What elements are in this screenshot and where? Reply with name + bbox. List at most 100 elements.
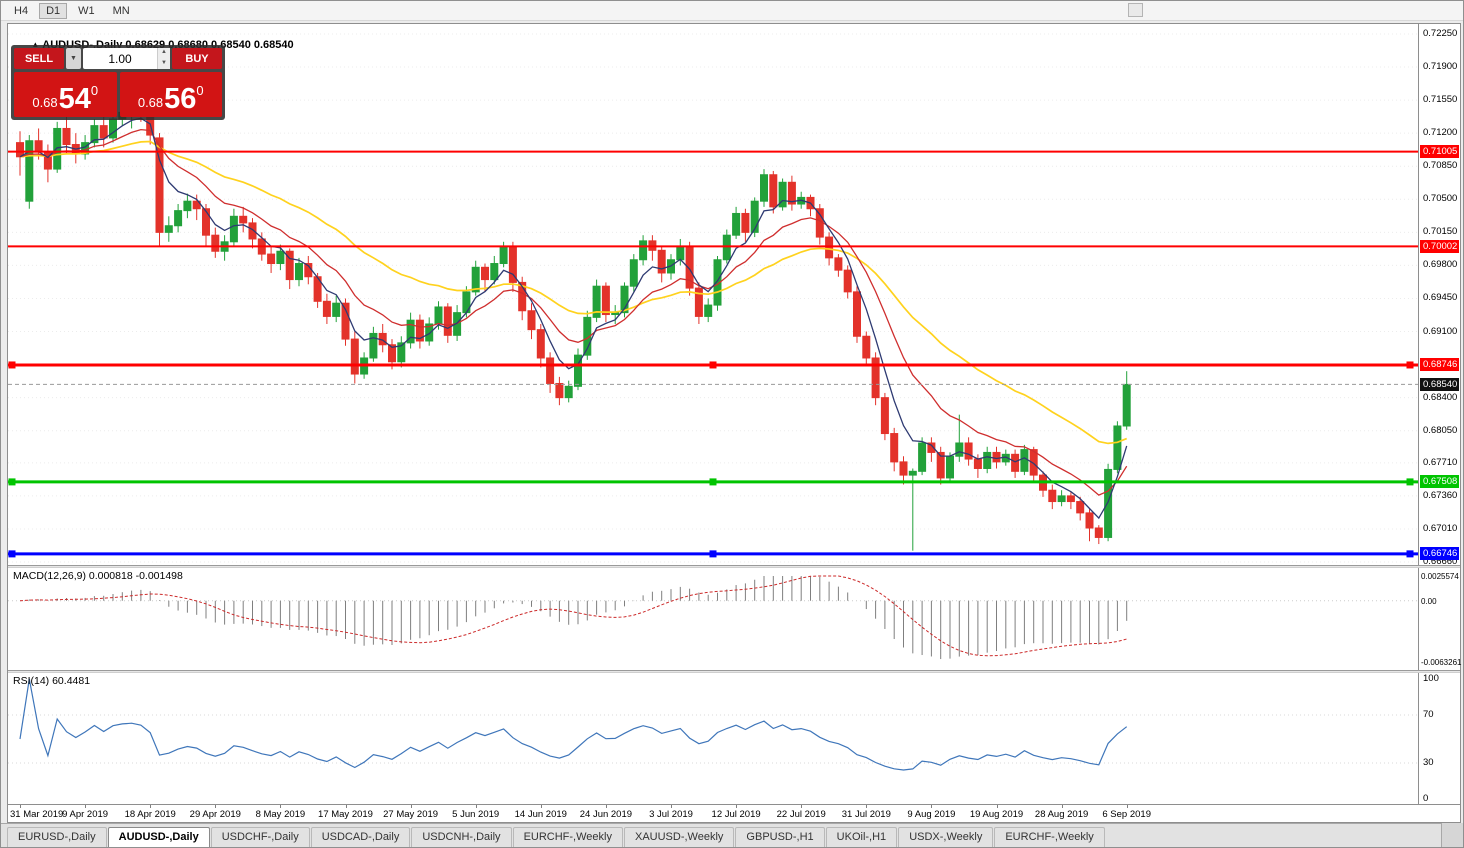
buy-price-sup: 0 bbox=[196, 83, 204, 98]
rsi-scale-label: 100 bbox=[1423, 673, 1439, 684]
candle-body bbox=[890, 433, 899, 463]
chart-tab-eurchf--weekly[interactable]: EURCHF-,Weekly bbox=[512, 827, 623, 847]
hline-handle[interactable] bbox=[709, 478, 717, 486]
hline-handle[interactable] bbox=[709, 361, 717, 369]
timeframe-button-d1[interactable]: D1 bbox=[39, 2, 68, 19]
macd-chart-canvas[interactable] bbox=[8, 568, 1418, 670]
hline-handle[interactable] bbox=[1406, 361, 1414, 369]
candle-body bbox=[722, 234, 731, 261]
rsi-pane: RSI(14) 60.4481 bbox=[8, 673, 1418, 804]
hline-handle[interactable] bbox=[1406, 478, 1414, 486]
sell-price-big: 54 bbox=[58, 83, 91, 115]
chart-tab-xauusd--weekly[interactable]: XAUUSD-,Weekly bbox=[623, 827, 735, 847]
candle-body bbox=[927, 442, 936, 453]
window-control-button[interactable] bbox=[1128, 3, 1143, 17]
candle-body bbox=[499, 246, 508, 265]
candle-body bbox=[239, 215, 248, 224]
time-axis-tick bbox=[345, 805, 347, 808]
candle-body bbox=[164, 225, 173, 233]
timeframe-button-w1[interactable]: W1 bbox=[71, 3, 102, 19]
chart-tab-usdx--weekly[interactable]: USDX-,Weekly bbox=[898, 827, 994, 847]
candle-body bbox=[415, 319, 424, 342]
time-axis-tick bbox=[85, 805, 87, 808]
volume-decrease-button[interactable]: ▼ bbox=[158, 58, 170, 69]
price-scale-label: 0.71550 bbox=[1423, 94, 1458, 106]
rsi-scale-label: 70 bbox=[1423, 709, 1434, 720]
volume-dropdown-button[interactable]: ▼ bbox=[66, 48, 81, 69]
sell-price-button[interactable]: 0.68 54 0 bbox=[14, 72, 117, 117]
date-label: 17 May 2019 bbox=[318, 809, 373, 820]
rsi-chart-canvas[interactable] bbox=[8, 673, 1418, 804]
time-axis-tick bbox=[150, 805, 152, 808]
candle-body bbox=[1020, 449, 1029, 472]
chart-tab-usdcad--daily[interactable]: USDCAD-,Daily bbox=[310, 827, 411, 847]
candle-body bbox=[871, 357, 880, 399]
candle-body bbox=[341, 302, 350, 340]
slow-ma-line bbox=[19, 140, 1128, 445]
rsi-scale-label: 30 bbox=[1423, 757, 1434, 768]
candle-body bbox=[760, 174, 768, 202]
hline-price-badge: 0.68746 bbox=[1420, 358, 1459, 372]
volume-spinner: ▲ ▼ bbox=[157, 48, 170, 69]
candle-body bbox=[443, 306, 452, 336]
pane-splitter[interactable] bbox=[8, 670, 1460, 673]
candle-body bbox=[973, 458, 982, 469]
hline-price-badge: 0.71005 bbox=[1420, 145, 1459, 159]
candle-body bbox=[639, 240, 648, 261]
hline-handle[interactable] bbox=[8, 550, 16, 558]
candle-body bbox=[211, 234, 220, 252]
candle-body bbox=[983, 451, 992, 469]
price-scale-label: 0.69450 bbox=[1423, 292, 1458, 304]
chart-tab-gbpusd--h1[interactable]: GBPUSD-,H1 bbox=[735, 827, 825, 847]
chart-tab-usdcnh--daily[interactable]: USDCNH-,Daily bbox=[411, 827, 512, 847]
timeframe-button-mn[interactable]: MN bbox=[106, 3, 137, 19]
date-label: 28 Aug 2019 bbox=[1034, 809, 1089, 820]
timeframe-button-h4[interactable]: H4 bbox=[7, 3, 35, 19]
candle-body bbox=[25, 140, 34, 202]
date-label: 9 Aug 2019 bbox=[907, 809, 956, 820]
rsi-indicator-label: RSI(14) 60.4481 bbox=[13, 675, 91, 687]
hline-handle[interactable] bbox=[709, 550, 717, 558]
chart-window: ▲AUDUSD-,Daily 0.68629 0.68680 0.68540 0… bbox=[7, 23, 1461, 823]
candle-body bbox=[388, 344, 396, 363]
time-axis-tick bbox=[280, 805, 282, 808]
candle-body bbox=[490, 263, 499, 281]
hline-handle[interactable] bbox=[1406, 550, 1414, 558]
time-axis[interactable]: 31 Mar 2019 9 Apr 2019 18 Apr 2019 29 Apr 2… bbox=[8, 804, 1460, 822]
chart-tab-ukoil--h1[interactable]: UKOil-,H1 bbox=[825, 827, 898, 847]
hline-handle[interactable] bbox=[8, 361, 16, 369]
chevron-down-icon: ▼ bbox=[70, 55, 77, 62]
macd-scale-label: -0.0063261 bbox=[1421, 658, 1462, 667]
volume-input[interactable] bbox=[83, 48, 157, 69]
candle-body bbox=[425, 323, 434, 342]
candle-body bbox=[276, 250, 285, 265]
candle-body bbox=[527, 310, 536, 331]
buy-button[interactable]: BUY bbox=[172, 48, 222, 69]
candle-body bbox=[322, 300, 331, 317]
volume-increase-button[interactable]: ▲ bbox=[158, 48, 170, 59]
sell-button[interactable]: SELL bbox=[14, 48, 64, 69]
candle-body bbox=[955, 442, 964, 457]
hline-handle[interactable] bbox=[8, 478, 16, 486]
price-chart-canvas[interactable] bbox=[8, 24, 1418, 565]
buy-price-button[interactable]: 0.68 56 0 bbox=[119, 72, 222, 117]
pane-splitter[interactable] bbox=[8, 565, 1460, 568]
chart-tab-eurchf--weekly[interactable]: EURCHF-,Weekly bbox=[994, 827, 1105, 847]
time-axis-tick bbox=[736, 805, 738, 808]
fast-ma-line bbox=[19, 117, 1128, 520]
price-scale-label: 0.70150 bbox=[1423, 226, 1458, 238]
candle-body bbox=[350, 338, 359, 375]
chart-tab-audusd--daily[interactable]: AUDUSD-,Daily bbox=[107, 827, 210, 847]
price-scale[interactable]: 0.72250 0.71900 0.71550 0.71200 0.70850 0.705… bbox=[1418, 24, 1462, 804]
chart-tab-usdchf--daily[interactable]: USDCHF-,Daily bbox=[210, 827, 310, 847]
date-label: 29 Apr 2019 bbox=[189, 809, 241, 820]
buy-price-prefix: 0.68 bbox=[137, 95, 164, 110]
candle-body bbox=[174, 210, 183, 227]
candle-body bbox=[248, 222, 257, 240]
buy-price-big: 56 bbox=[164, 83, 197, 115]
chart-tab-eurusd--daily[interactable]: EURUSD-,Daily bbox=[7, 827, 107, 847]
candle-body bbox=[109, 118, 117, 139]
candle-body bbox=[704, 304, 713, 317]
hline-price-badge: 0.67508 bbox=[1420, 475, 1459, 489]
